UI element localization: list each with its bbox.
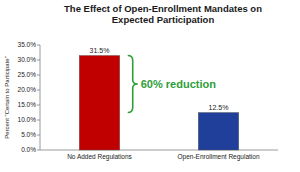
tick-label: 10.0%: [18, 116, 37, 123]
tick: [37, 105, 40, 106]
tick: [37, 135, 40, 136]
tick: [37, 75, 40, 76]
tick-label: 15.0%: [18, 101, 37, 108]
tick: [37, 45, 40, 46]
tick: [37, 90, 40, 91]
chart: The Effect of Open-Enrollment Mandates o…: [0, 0, 300, 172]
bar: [198, 113, 238, 151]
tick-label: 30.0%: [18, 56, 37, 63]
y-axis: [40, 45, 41, 150]
category-label: Open-Enrollment Regulation: [177, 153, 259, 161]
tick: [37, 120, 40, 121]
tick-label: 20.0%: [18, 86, 37, 93]
brace: [128, 56, 138, 113]
tick: [37, 60, 40, 61]
tick-label: 5.0%: [21, 131, 36, 138]
tick-label: 35.0%: [18, 41, 37, 48]
plot: 0.0% 5.0% 10.0% 15.0% 20.0% 25.0% 30.0% 35.0% Pe…: [0, 0, 300, 172]
category-label: No Added Regulations: [67, 153, 132, 161]
tick: [37, 150, 40, 151]
title: The Effect of Open-Enrollment Mandates o…: [45, 3, 281, 25]
x-axis: [40, 150, 278, 151]
y-axis-label: Percent "Certain to Participate": [4, 56, 10, 139]
data-label: 31.5%: [90, 47, 110, 54]
annotation: 60% reduction: [141, 78, 216, 90]
bar: [79, 56, 119, 151]
data-label: 12.5%: [209, 104, 229, 111]
tick-label: 0.0%: [21, 146, 36, 153]
tick-label: 25.0%: [18, 71, 37, 78]
